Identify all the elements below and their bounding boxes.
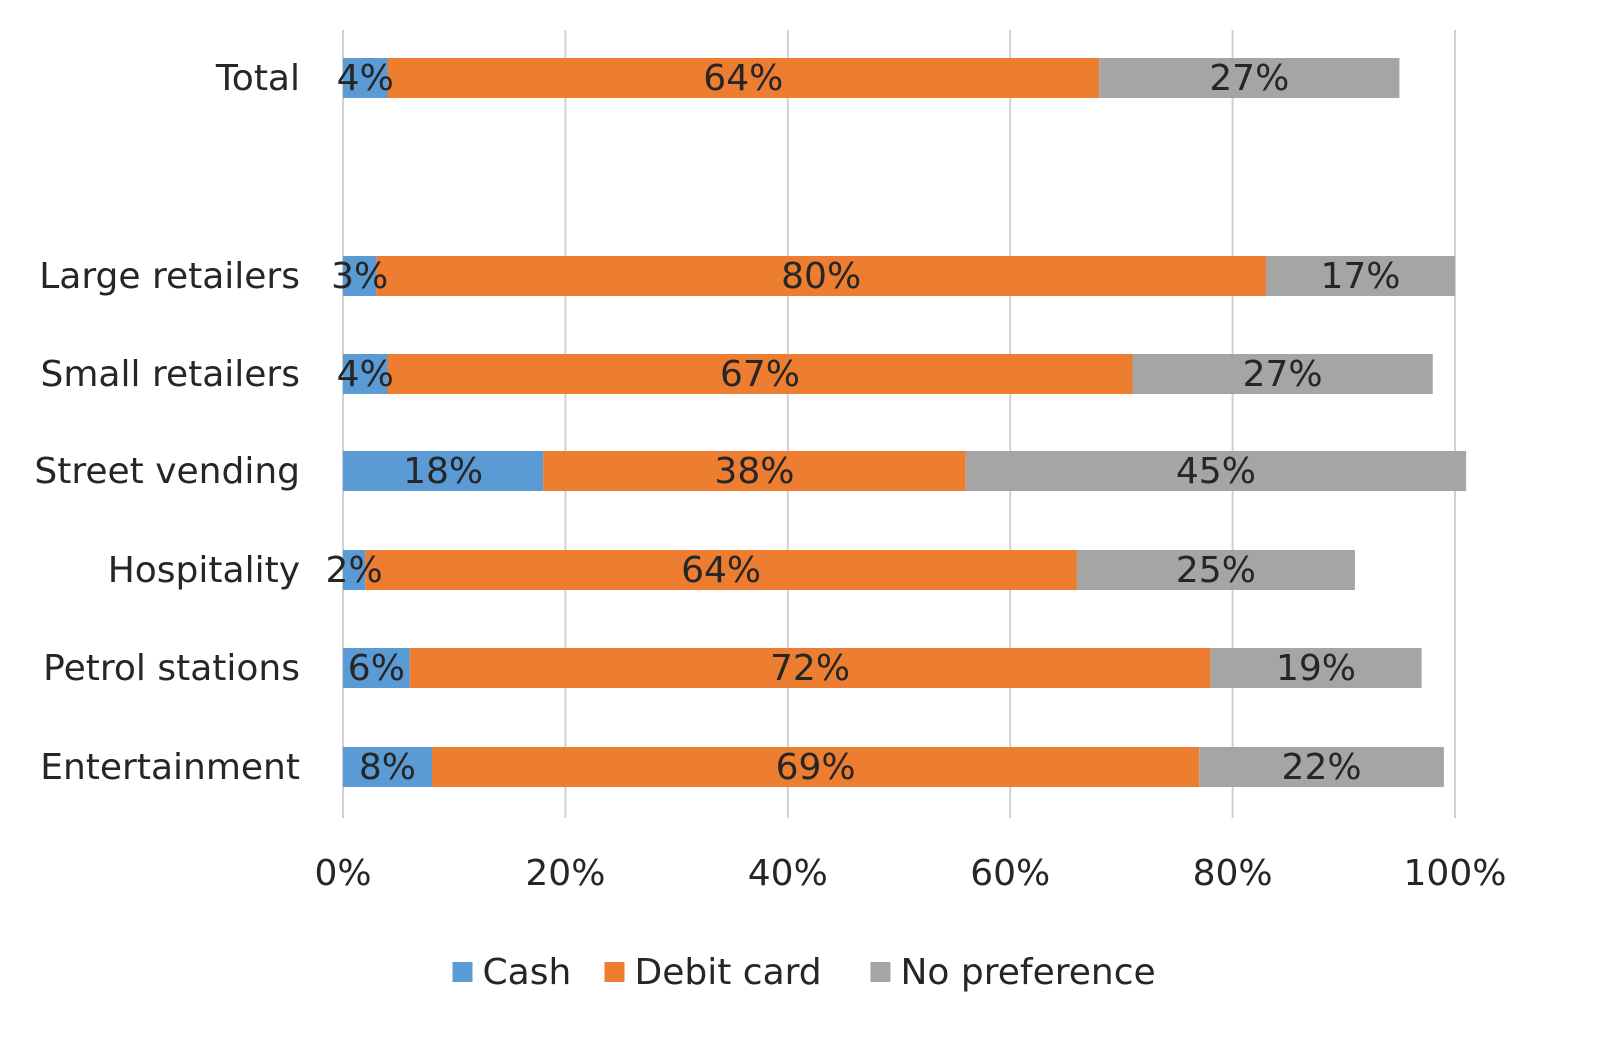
data-label: 25% bbox=[1176, 550, 1256, 591]
data-label: 22% bbox=[1282, 747, 1362, 788]
data-label: 18% bbox=[403, 451, 483, 492]
category-label: Entertainment bbox=[40, 747, 300, 788]
bar-segment bbox=[1099, 58, 1400, 98]
bar-segment bbox=[343, 354, 388, 394]
data-label: 45% bbox=[1176, 451, 1256, 492]
data-label: 17% bbox=[1320, 256, 1400, 297]
x-tick-label: 20% bbox=[525, 853, 605, 894]
data-label: 80% bbox=[781, 256, 861, 297]
data-label: 4% bbox=[337, 354, 394, 395]
bar-segment bbox=[365, 550, 1077, 590]
data-label: 3% bbox=[331, 256, 388, 297]
data-label: 64% bbox=[681, 550, 761, 591]
data-label: 38% bbox=[714, 451, 794, 492]
category-label: Large retailers bbox=[39, 256, 300, 297]
gridlines bbox=[342, 30, 1456, 818]
bar-segment bbox=[343, 747, 432, 787]
data-label: 2% bbox=[326, 550, 383, 591]
data-label: 27% bbox=[1243, 354, 1323, 395]
bar-segment bbox=[343, 451, 544, 491]
legend-label: No preference bbox=[901, 952, 1156, 993]
category-labels: Total Large retailers Small retailers Stree… bbox=[34, 58, 300, 788]
bar-segment bbox=[1210, 648, 1422, 688]
category-label: Hospitality bbox=[108, 550, 300, 591]
category-label: Total bbox=[215, 58, 300, 99]
category-label: Petrol stations bbox=[43, 648, 300, 689]
category-label: Small retailers bbox=[41, 354, 300, 395]
legend-label: Cash bbox=[483, 952, 572, 993]
bar-segment bbox=[1199, 747, 1444, 787]
x-axis-ticks: 0% 20% 40% 60% 80% 100% bbox=[314, 853, 1506, 894]
bar-segment bbox=[376, 256, 1266, 296]
bar-segment bbox=[409, 648, 1211, 688]
legend-swatch bbox=[870, 962, 891, 982]
x-tick-label: 40% bbox=[748, 853, 828, 894]
data-label: 6% bbox=[348, 648, 405, 689]
data-label: 8% bbox=[359, 747, 416, 788]
bar-segment bbox=[387, 354, 1133, 394]
data-label: 19% bbox=[1276, 648, 1356, 689]
bar-segment bbox=[343, 550, 366, 590]
bar-segment bbox=[965, 451, 1467, 491]
category-label: Street vending bbox=[34, 451, 300, 492]
x-tick-label: 0% bbox=[314, 853, 371, 894]
data-label: 4% bbox=[337, 58, 394, 99]
data-labels: 4% 64% 27% 3% 80% 17% 4% 67% 27% 18% 38% 45% 2% 64% 25… bbox=[326, 58, 1401, 788]
bar-segment bbox=[343, 58, 388, 98]
data-label: 27% bbox=[1209, 58, 1289, 99]
legend-label: Debit card bbox=[635, 952, 822, 993]
bar-segment bbox=[1076, 550, 1355, 590]
bar-segment bbox=[431, 747, 1200, 787]
data-label: 72% bbox=[770, 648, 850, 689]
bars bbox=[343, 58, 1467, 787]
bar-segment bbox=[343, 256, 377, 296]
legend: Cash Debit card No preference bbox=[452, 952, 1156, 993]
bar-segment bbox=[387, 58, 1100, 98]
legend-swatch bbox=[452, 962, 473, 982]
x-tick-label: 100% bbox=[1404, 853, 1507, 894]
bar-segment bbox=[1132, 354, 1433, 394]
x-tick-label: 60% bbox=[970, 853, 1050, 894]
bar-segment bbox=[343, 648, 410, 688]
data-label: 69% bbox=[776, 747, 856, 788]
data-label: 67% bbox=[720, 354, 800, 395]
legend-swatch bbox=[604, 962, 625, 982]
data-label: 64% bbox=[703, 58, 783, 99]
bar-segment bbox=[543, 451, 966, 491]
x-tick-label: 80% bbox=[1193, 853, 1273, 894]
bar-segment bbox=[1265, 256, 1455, 296]
